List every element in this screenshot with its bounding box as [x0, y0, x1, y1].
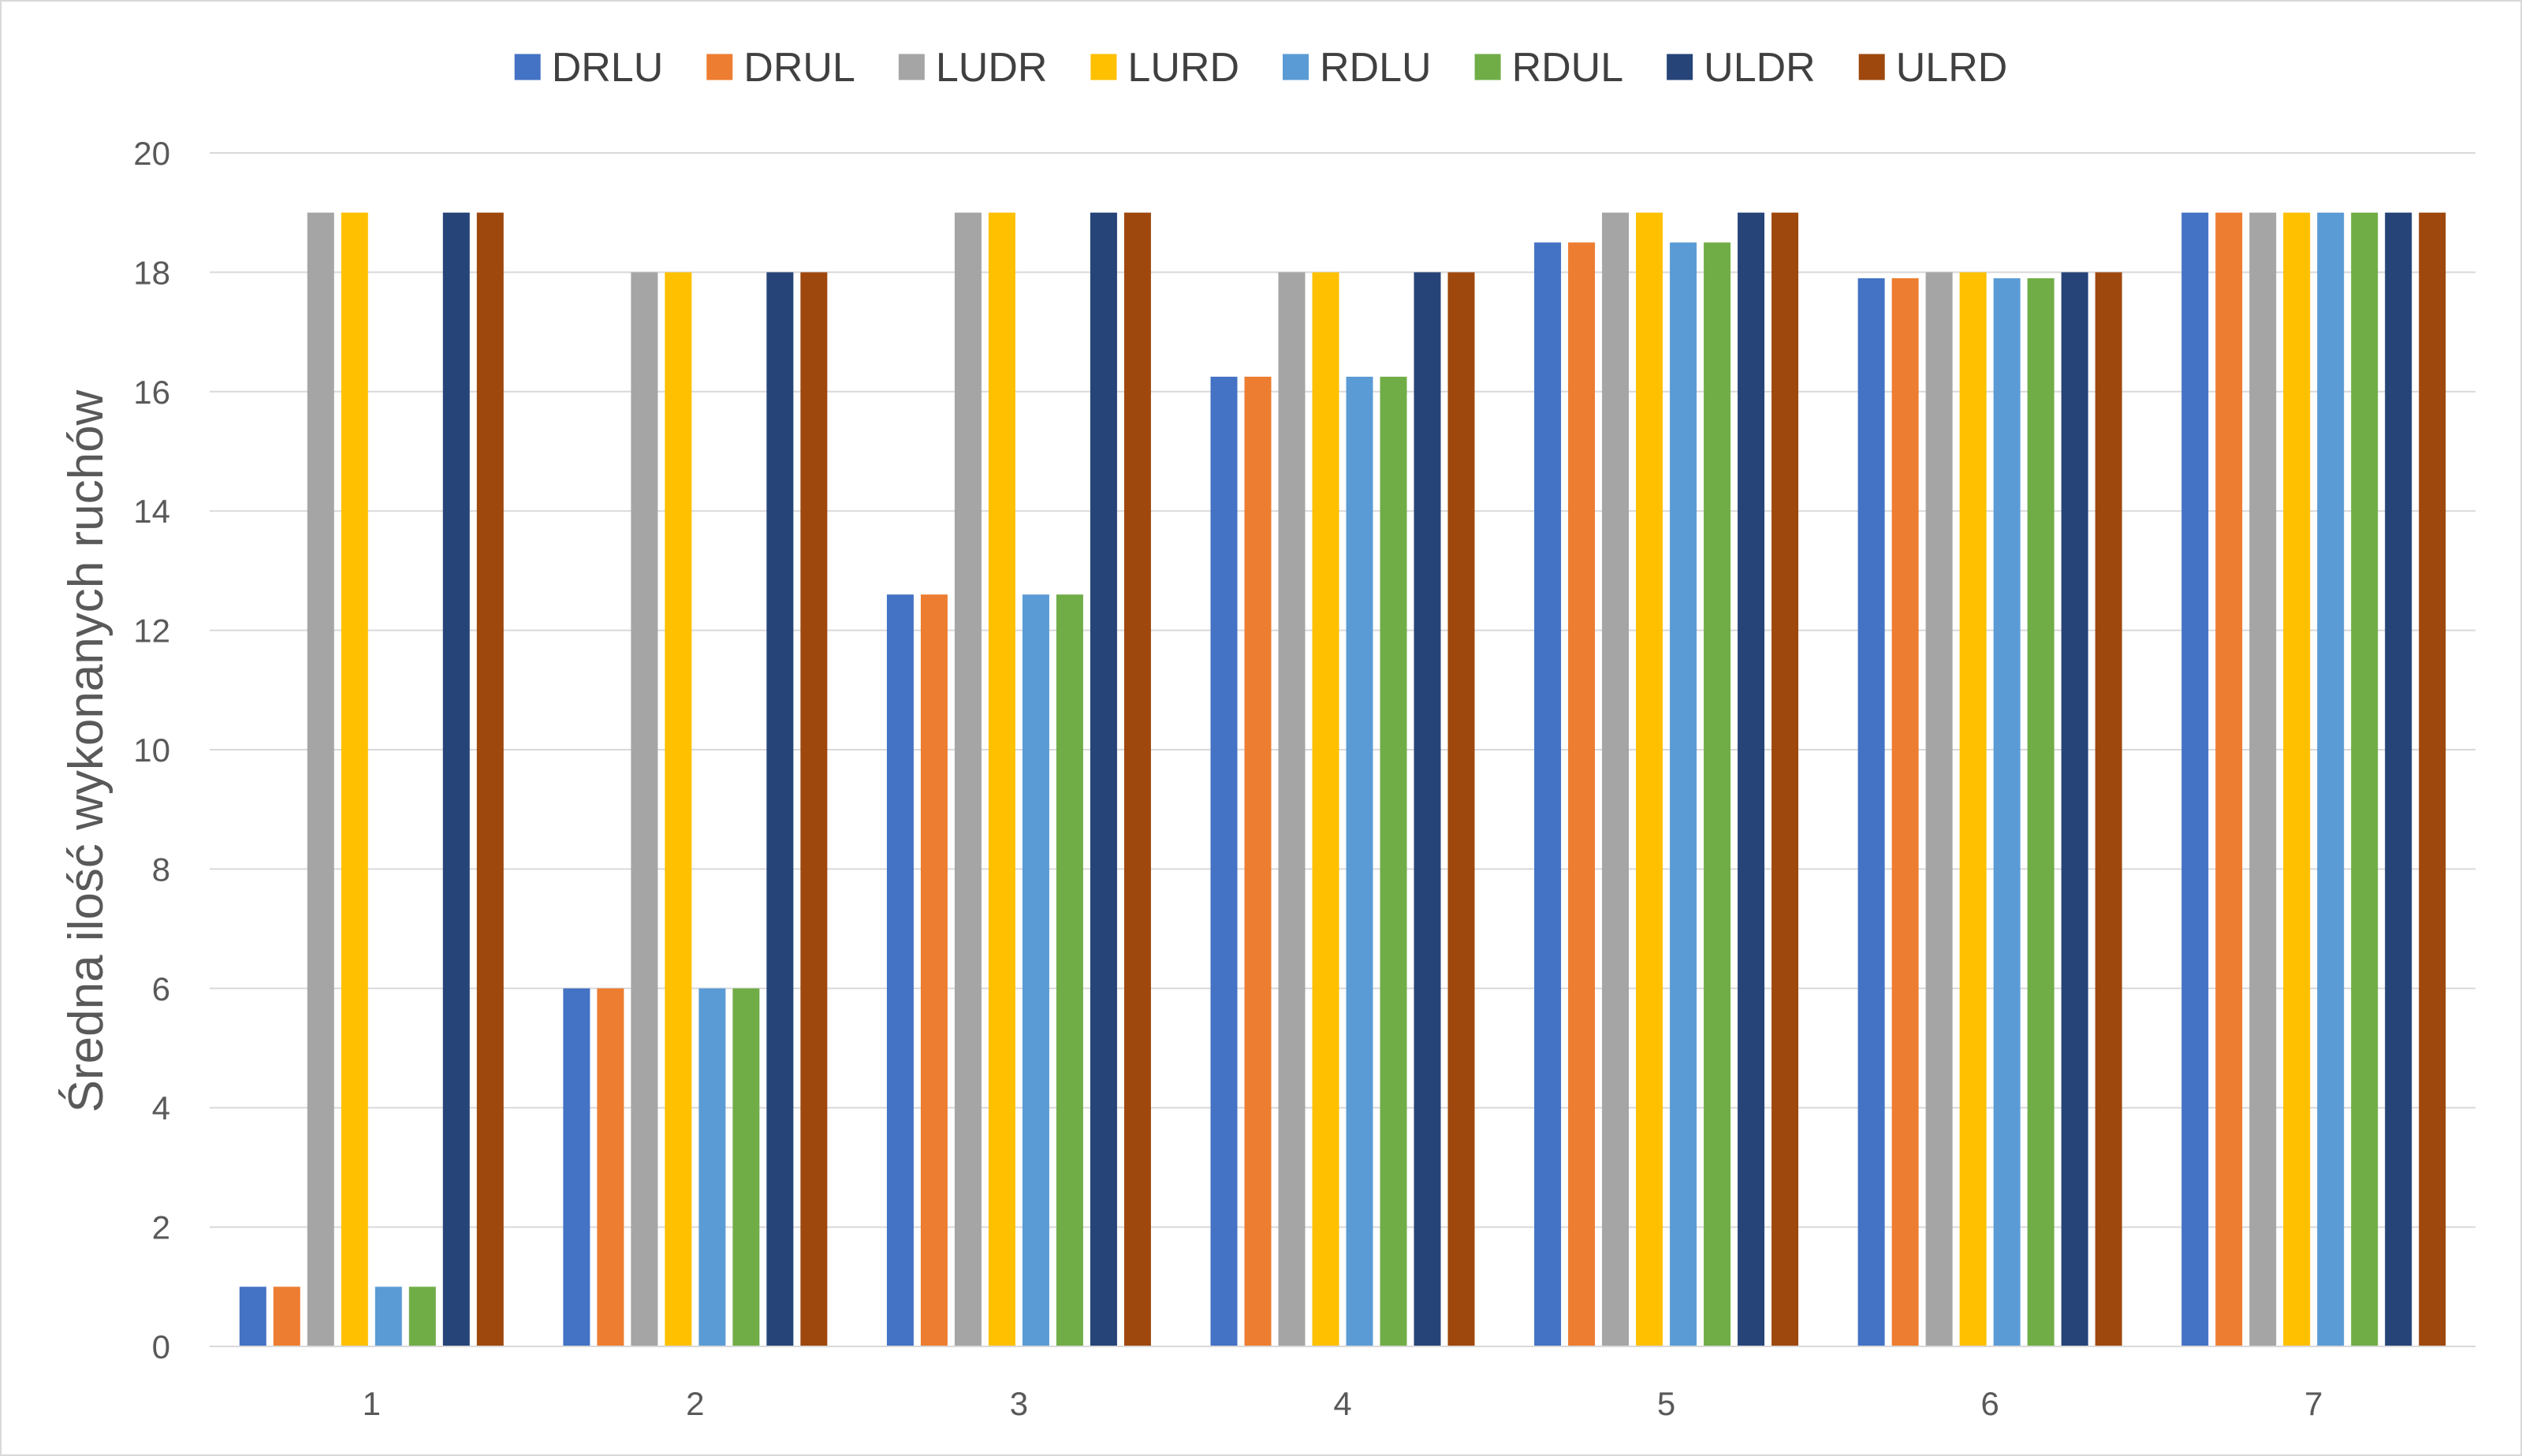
- legend-label: DRUL: [743, 45, 855, 91]
- bar: [1857, 277, 1885, 1347]
- bar: [1123, 212, 1151, 1347]
- bar: [1414, 272, 1441, 1346]
- bar: [2385, 212, 2412, 1347]
- bar: [597, 988, 624, 1346]
- bar: [920, 594, 948, 1346]
- bar: [2317, 212, 2345, 1347]
- bar: [307, 212, 334, 1347]
- bar: [1993, 277, 2021, 1347]
- bar: [563, 988, 590, 1346]
- bar: [2283, 212, 2311, 1347]
- bar: [2095, 272, 2122, 1346]
- x-tick-label: 3: [1010, 1385, 1028, 1422]
- bar: [1312, 272, 1339, 1346]
- bar: [1602, 212, 1630, 1347]
- bar: [1568, 242, 1596, 1346]
- x-tick-label: 1: [363, 1385, 381, 1422]
- legend-swatch: [706, 54, 733, 80]
- y-tick-label: 18: [133, 254, 170, 291]
- legend-label: RDLU: [1320, 45, 1432, 91]
- x-tick-label: 7: [2304, 1385, 2323, 1422]
- bar: [476, 212, 504, 1347]
- legend-label: ULDR: [1704, 45, 1816, 91]
- bar: [1959, 272, 1987, 1346]
- bar: [408, 1287, 436, 1346]
- y-tick-label: 12: [133, 613, 170, 650]
- legend-label: DRLU: [552, 45, 664, 91]
- bar: [239, 1287, 266, 1346]
- x-tick-label: 4: [1333, 1385, 1351, 1422]
- y-tick-label: 20: [133, 135, 170, 172]
- bar: [1771, 212, 1799, 1347]
- bar: [1380, 376, 1407, 1346]
- legend-swatch: [1090, 54, 1117, 80]
- bar: [273, 1287, 300, 1346]
- bar: [800, 272, 828, 1346]
- y-tick-label: 16: [133, 374, 170, 411]
- legend: DRLU DRUL LUDR LURD RDLU RDUL ULDR ULRD: [514, 45, 2008, 91]
- bar: [631, 272, 658, 1346]
- legend-label: LUDR: [936, 45, 1048, 91]
- y-tick-label: 14: [133, 493, 170, 530]
- bar: [1090, 212, 1117, 1347]
- bar: [2027, 277, 2054, 1347]
- bar: [1346, 376, 1373, 1346]
- bar: [1278, 272, 1306, 1346]
- bar: [886, 594, 914, 1346]
- legend-swatch: [514, 54, 541, 80]
- y-tick-label: 4: [152, 1089, 170, 1126]
- bar: [2351, 212, 2379, 1347]
- legend-swatch: [1474, 54, 1501, 80]
- y-tick-label: 0: [152, 1328, 170, 1365]
- bar: [2061, 272, 2088, 1346]
- bar: [1704, 242, 1731, 1346]
- bar: [766, 272, 794, 1346]
- bar: [1056, 594, 1083, 1346]
- bar: [374, 1287, 402, 1346]
- y-axis-title: Średna ilość wykonanych ruchów: [59, 389, 114, 1112]
- bar: [1022, 594, 1049, 1346]
- bar: [732, 988, 760, 1346]
- x-tick-label: 2: [686, 1385, 704, 1422]
- bar: [1891, 277, 1919, 1347]
- bars: [239, 212, 2446, 1347]
- y-tick-label: 6: [152, 970, 170, 1007]
- legend-swatch: [1283, 54, 1309, 80]
- bar: [698, 988, 726, 1346]
- bar: [341, 212, 368, 1347]
- legend-label: ULRD: [1896, 45, 2008, 91]
- bar: [442, 212, 470, 1347]
- bar: [1447, 272, 1475, 1346]
- legend-swatch: [1858, 54, 1885, 80]
- x-tick-label: 5: [1657, 1385, 1675, 1422]
- bar: [954, 212, 982, 1347]
- bar: [988, 212, 1015, 1347]
- x-tick-label: 6: [1980, 1385, 1999, 1422]
- y-tick-label: 8: [152, 851, 170, 888]
- bar: [2249, 212, 2277, 1347]
- bar: [2215, 212, 2243, 1347]
- y-tick-label: 2: [152, 1209, 170, 1246]
- bar: [1925, 272, 1953, 1346]
- bar: [2419, 212, 2446, 1347]
- bar: [1670, 242, 1697, 1346]
- bar: [1210, 376, 1238, 1346]
- bar: [1738, 212, 1765, 1347]
- bar: [1244, 376, 1272, 1346]
- bar: [665, 272, 692, 1346]
- bar: [2181, 212, 2209, 1347]
- legend-label: RDUL: [1512, 45, 1624, 91]
- legend-label: LURD: [1127, 45, 1239, 91]
- y-tick-label: 10: [133, 732, 170, 769]
- legend-swatch: [1667, 54, 1693, 80]
- legend-swatch: [898, 54, 925, 80]
- bar: [1636, 212, 1663, 1347]
- bar: [1534, 242, 1562, 1346]
